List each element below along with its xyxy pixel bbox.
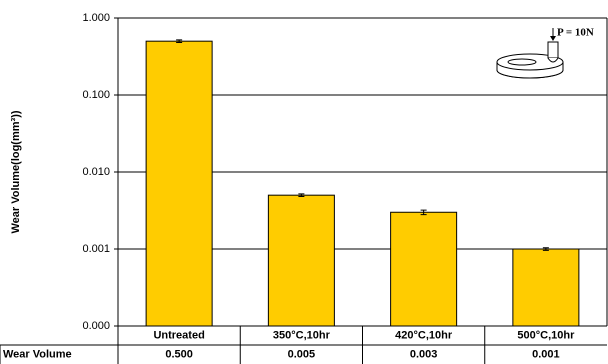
value-label: 0.005 bbox=[288, 348, 316, 360]
y-tick-label: 0.010 bbox=[82, 166, 110, 178]
row-label: Wear Volume bbox=[3, 348, 72, 360]
x-tick-label: 350°C,10hr bbox=[273, 329, 331, 341]
error-bar bbox=[298, 193, 305, 198]
y-tick-label: 1.000 bbox=[82, 12, 110, 24]
bar bbox=[512, 248, 580, 327]
y-tick-label: 0.000 bbox=[82, 320, 110, 332]
x-tick-label: 500°C,10hr bbox=[517, 329, 575, 341]
y-axis-label: Wear Volume(log(mm³)) bbox=[10, 110, 22, 233]
value-label: 0.500 bbox=[165, 348, 193, 360]
bar bbox=[145, 40, 213, 327]
value-label: 0.001 bbox=[532, 348, 560, 360]
error-bar bbox=[542, 247, 549, 251]
annotation: P = 10N bbox=[557, 27, 594, 39]
x-tick-label: Untreated bbox=[153, 329, 204, 341]
value-label: 0.003 bbox=[410, 348, 438, 360]
inset-icon bbox=[496, 28, 564, 79]
y-tick-label: 0.001 bbox=[82, 243, 110, 255]
y-tick-label: 0.100 bbox=[82, 89, 110, 101]
x-tick-label: 420°C,10hr bbox=[395, 329, 453, 341]
error-bar bbox=[176, 39, 183, 44]
error-bar bbox=[420, 209, 427, 216]
bar bbox=[267, 194, 335, 327]
bar bbox=[390, 211, 458, 327]
